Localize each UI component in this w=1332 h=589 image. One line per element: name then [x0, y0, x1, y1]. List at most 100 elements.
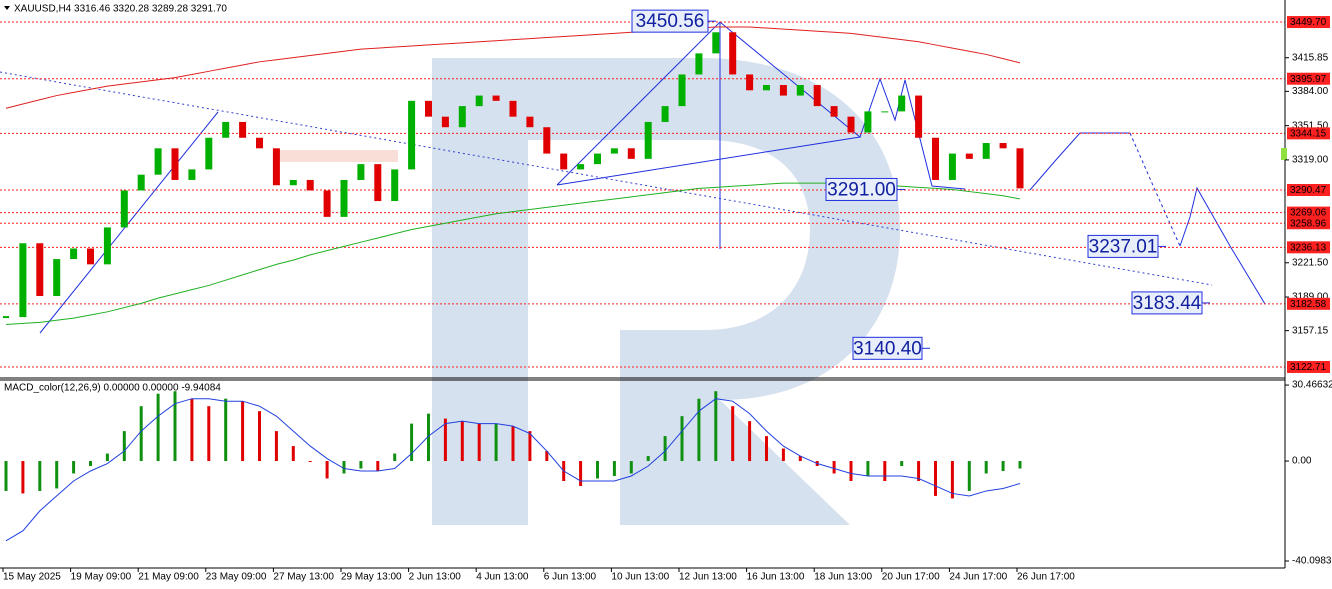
histogram-bar: [190, 398, 194, 462]
price-annotation: 3140.40: [853, 338, 922, 359]
histogram-bar: [241, 401, 245, 462]
candle: [239, 121, 247, 138]
candle: [847, 116, 855, 133]
candle: [796, 85, 804, 96]
candle: [999, 143, 1007, 149]
level-tag: [1287, 16, 1330, 29]
menu-arrow[interactable]: [4, 6, 10, 10]
histogram-bar: [765, 436, 768, 462]
candle: [509, 100, 517, 117]
candle: [779, 85, 787, 96]
histogram-bar: [460, 421, 464, 462]
histogram-bar: [38, 461, 42, 491]
y-tick-label: 3384.00: [1292, 86, 1329, 97]
forecast-line: [1129, 132, 1181, 247]
histogram-bar: [629, 461, 633, 474]
candle: [103, 227, 111, 265]
histogram-bar: [55, 461, 59, 489]
y-tick-label: 3189.00: [1292, 292, 1329, 303]
histogram-bar: [866, 461, 870, 476]
candle: [70, 248, 78, 260]
macd-label: MACD_color(12,26,9) 0.00000 0.00000 -9.9…: [4, 383, 221, 394]
level-tag: [1287, 127, 1330, 140]
candle: [661, 106, 669, 122]
candle: [272, 148, 280, 186]
x-tick-label: 26 Jun 17:00: [1017, 572, 1075, 583]
plot: [0, 21, 1285, 542]
price-annotation: 3183.44: [1133, 293, 1202, 314]
y-tick-label: 0.00: [1292, 456, 1312, 467]
histogram-bar: [748, 421, 752, 462]
price-annotation: 3450.56: [636, 11, 705, 32]
histogram-bar: [410, 423, 414, 462]
candle: [948, 153, 956, 180]
histogram-bar: [443, 418, 447, 462]
price-annotation: 3237.01: [1089, 236, 1158, 257]
wave-line: [39, 111, 219, 334]
histogram-bar: [274, 431, 278, 462]
x-tick-label: 15 May 2025: [3, 572, 61, 583]
x-tick-label: 18 Jun 13:00: [814, 572, 872, 583]
candle: [746, 74, 754, 91]
histogram-bar: [545, 451, 549, 462]
histogram-bar: [781, 448, 785, 462]
level-tag: [1287, 72, 1330, 85]
histogram-bar: [89, 461, 92, 467]
candle: [864, 111, 872, 133]
candle: [644, 121, 652, 159]
y-tick-label: 30.46632: [1292, 380, 1332, 391]
level-tag: [1287, 184, 1330, 197]
histogram-bar: [494, 423, 498, 462]
candle: [982, 143, 990, 159]
moving-average: [5, 26, 1021, 109]
x-tick-label: 27 May 13:00: [273, 572, 334, 583]
candle: [492, 95, 500, 101]
level-tag: [1287, 241, 1330, 254]
histogram-bar: [731, 406, 735, 462]
level-label: 3258.96: [1290, 218, 1327, 229]
candle: [763, 85, 770, 91]
y-tick-label: 3157.15: [1292, 325, 1329, 336]
candle: [830, 106, 838, 117]
candle: [256, 137, 263, 149]
candle: [323, 190, 331, 217]
level-label: 3344.15: [1290, 129, 1327, 140]
candle: [712, 32, 720, 54]
histogram-bar: [477, 423, 481, 462]
candle: [475, 95, 483, 107]
histogram-bar: [646, 456, 650, 462]
histogram-bar: [105, 453, 109, 462]
y-tick-label: -40.09831: [1292, 556, 1332, 567]
wave-line: [556, 21, 862, 186]
candle: [306, 179, 314, 191]
x-tick-label: 29 May 13:00: [341, 572, 402, 583]
x-tick-label: 24 Jun 17:00: [949, 572, 1007, 583]
x-tick-label: 19 May 09:00: [71, 572, 132, 583]
histogram-bar: [376, 461, 380, 472]
histogram-bar: [122, 431, 126, 462]
candle: [881, 111, 889, 113]
histogram-bar: [173, 391, 177, 462]
candle: [171, 148, 179, 180]
candle: [577, 164, 585, 170]
candle: [188, 169, 196, 180]
x-tick-label: 4 Jun 13:00: [476, 572, 529, 583]
histogram-bar: [308, 461, 312, 463]
candle: [915, 95, 923, 138]
y-tick-label: 3319.00: [1292, 155, 1329, 166]
forecast-line: [1179, 186, 1266, 305]
histogram-bar: [224, 398, 228, 462]
price-annotation: 3291.00: [827, 179, 896, 200]
histogram-bar: [680, 416, 684, 462]
level-tag: [1287, 206, 1330, 219]
candle: [53, 259, 61, 296]
candle: [391, 169, 399, 202]
histogram-bar: [359, 461, 363, 469]
level-label: 3290.47: [1290, 185, 1327, 196]
candle: [205, 137, 213, 170]
histogram-bar: [950, 461, 954, 499]
candle: [898, 95, 906, 112]
histogram-bar: [900, 461, 904, 467]
candle: [729, 32, 737, 75]
histogram-bar: [21, 461, 25, 494]
